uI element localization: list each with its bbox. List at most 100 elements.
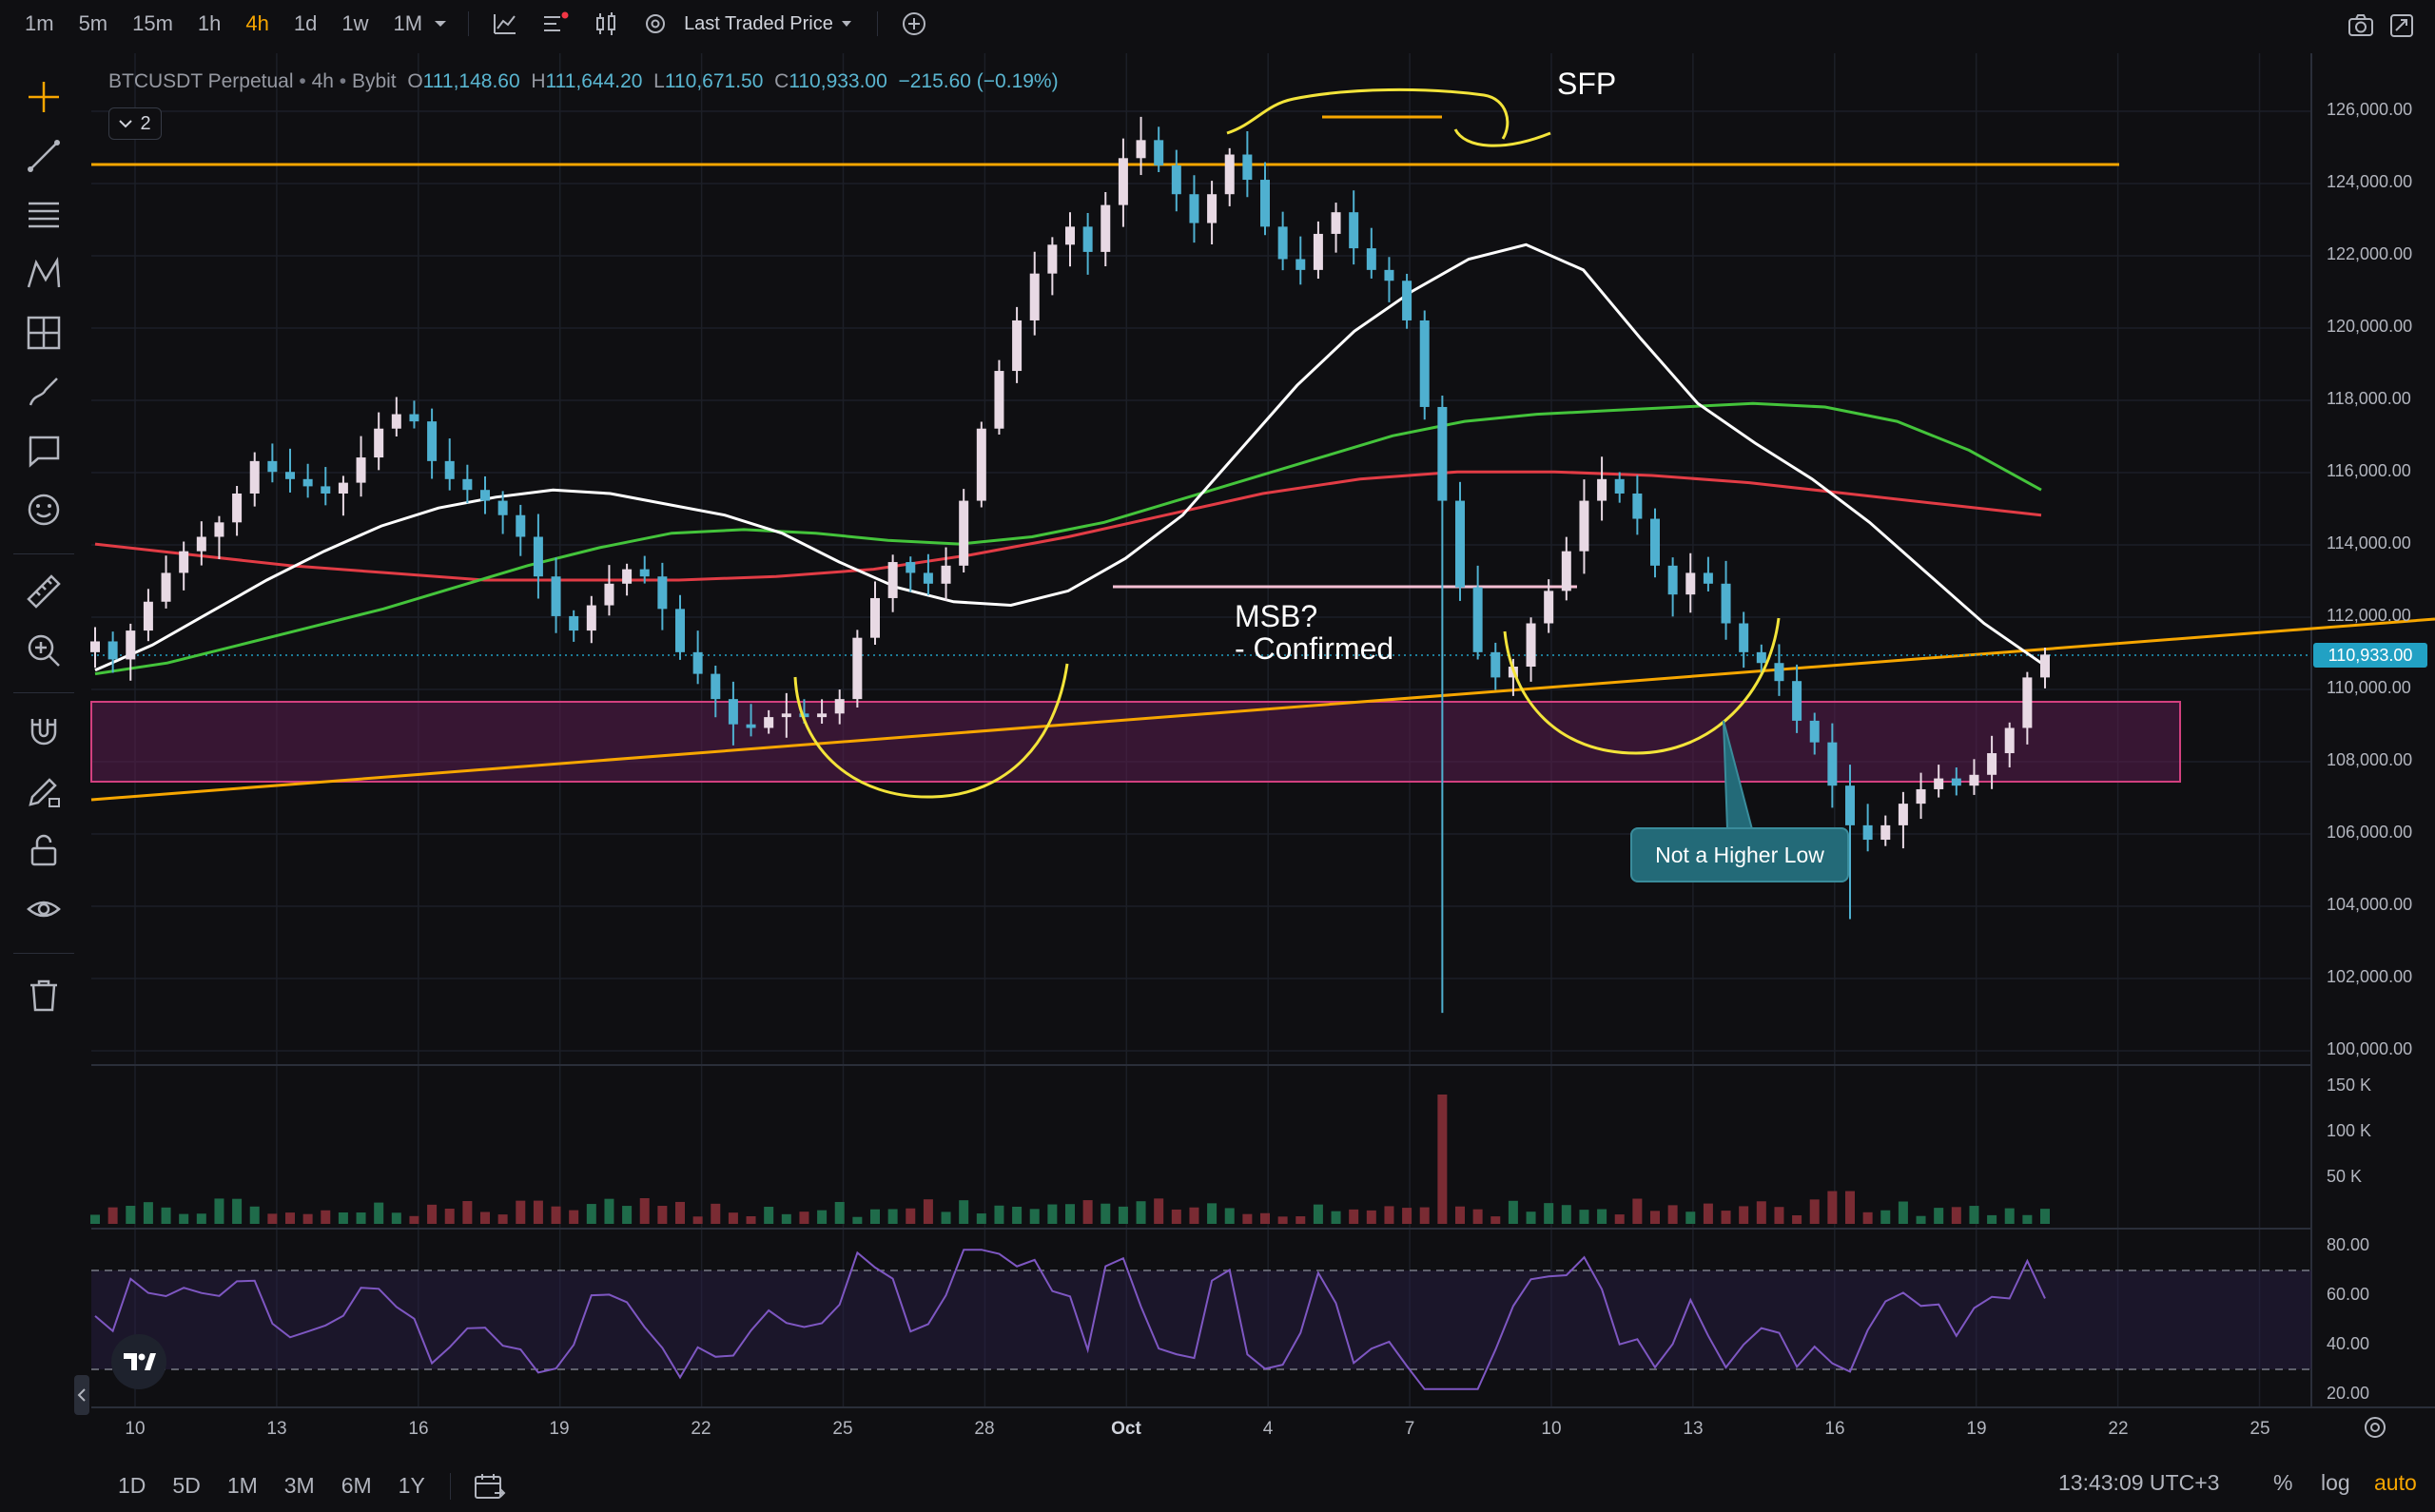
timeframe-5m[interactable]: 5m (78, 11, 108, 35)
ma-white-line[interactable] (94, 242, 2042, 672)
price-source-select[interactable]: Last Traded Price (684, 13, 852, 35)
indicators-toggle[interactable]: 2 (108, 107, 162, 140)
rsi-line[interactable] (94, 1249, 2046, 1390)
draw-lock-pencil-icon[interactable] (23, 770, 65, 812)
candle-body (657, 576, 668, 610)
support-zone-rectangle[interactable] (90, 701, 2181, 783)
sfp-annotation[interactable]: SFP (1557, 67, 1617, 101)
timeframe-1w[interactable]: 1w (341, 11, 369, 35)
ma-green-path (94, 401, 2042, 676)
measure-grid-icon[interactable] (23, 312, 65, 354)
ma-green-line[interactable] (94, 401, 2042, 676)
range-1D[interactable]: 1D (118, 1473, 146, 1498)
time-axis-settings-gear-icon[interactable] (2361, 1413, 2389, 1446)
candle-body (1987, 753, 1997, 775)
chart-type-candles-icon[interactable] (593, 10, 619, 37)
candle-body (356, 457, 366, 483)
time-label: 7 (1404, 1419, 1415, 1439)
volume-bar (1934, 1208, 1944, 1224)
candle-body (976, 428, 986, 501)
time-label: 25 (2250, 1419, 2270, 1439)
candle-body (1721, 583, 1731, 624)
not-higher-low-callout[interactable]: Not a Higher Low (1630, 827, 1849, 882)
tradingview-logo[interactable] (111, 1334, 166, 1389)
emoji-icon[interactable] (23, 489, 65, 531)
date-range-calendar-icon[interactable] (474, 1472, 506, 1501)
candle-body (1118, 158, 1128, 205)
legend-exchange: Bybit (351, 70, 397, 92)
top-toolbar: 1m 5m 15m 1h 4h 1d 1w 1M Last Traded Pri… (0, 0, 2435, 48)
volume-bar (1295, 1216, 1306, 1224)
candle-body (941, 565, 951, 584)
rsi-axis-label: 60.00 (2327, 1285, 2370, 1304)
volume-bar (1402, 1208, 1412, 1224)
ma-white-path (94, 242, 2042, 672)
sfp-drawing-right[interactable] (1453, 128, 1551, 147)
volume-axis-label: 150 K (2327, 1076, 2372, 1095)
symbol-legend[interactable]: BTCUSDT Perpetual • 4h • Bybit O111,148.… (108, 70, 1059, 93)
candle-body (196, 536, 206, 552)
timeframe-dropdown-icon[interactable] (434, 19, 447, 29)
timeframe-15m[interactable]: 15m (132, 11, 173, 35)
log-scale-toggle[interactable]: log (2321, 1470, 2350, 1495)
msb-annotation-line1[interactable]: MSB? (1235, 599, 1318, 633)
volume-bar (1419, 1207, 1430, 1224)
add-plus-icon[interactable] (901, 10, 927, 37)
collapse-panel-handle[interactable] (74, 1375, 89, 1415)
candle-body (834, 699, 845, 714)
price-source-gear-icon[interactable] (642, 10, 669, 37)
candle-body (1490, 651, 1501, 678)
ma-red-line[interactable] (94, 470, 2042, 582)
auto-scale-toggle[interactable]: auto (2374, 1470, 2417, 1495)
legend-open-label: O (407, 70, 423, 92)
legend-high-value: 111,644.20 (545, 70, 643, 92)
volume-bar (1029, 1209, 1040, 1224)
trash-icon[interactable] (23, 974, 65, 1016)
camera-icon[interactable] (2347, 13, 2374, 43)
volume-bar (427, 1204, 438, 1224)
text-comment-icon[interactable] (23, 430, 65, 472)
lock-icon[interactable] (23, 829, 65, 871)
range-6M[interactable]: 6M (341, 1473, 372, 1498)
volume-bar (1632, 1198, 1643, 1224)
candle-body (1614, 478, 1625, 494)
range-1M[interactable]: 1M (226, 1473, 258, 1498)
candle-body (639, 569, 650, 577)
timeframe-1M[interactable]: 1M (393, 11, 423, 35)
timeframe-4h[interactable]: 4h (245, 11, 269, 35)
volume-bar (1916, 1215, 1926, 1224)
timeframe-1d[interactable]: 1d (293, 11, 318, 35)
candle-body (622, 569, 633, 584)
candle-body (2022, 677, 2033, 728)
alerts-icon[interactable] (541, 10, 570, 37)
range-3M[interactable]: 3M (283, 1473, 315, 1498)
msb-annotation-line2[interactable]: - Confirmed (1235, 631, 1394, 666)
timeframe-1m[interactable]: 1m (25, 11, 54, 35)
brush-icon[interactable] (23, 371, 65, 413)
eye-icon[interactable] (23, 888, 65, 930)
fullscreen-icon[interactable] (2389, 13, 2414, 43)
indicators-icon[interactable] (492, 10, 518, 37)
range-5D[interactable]: 5D (172, 1473, 201, 1498)
timeframe-1h[interactable]: 1h (197, 11, 222, 35)
legend-high-label: H (531, 70, 546, 92)
range-1Y[interactable]: 1Y (398, 1473, 425, 1498)
percent-scale-toggle[interactable]: % (2273, 1470, 2293, 1495)
right-bottom-circle-drawing[interactable] (1503, 617, 1781, 755)
zoom-in-icon[interactable] (23, 630, 65, 671)
left-bottom-circle-drawing[interactable] (793, 663, 1069, 799)
ruler-icon[interactable] (23, 571, 65, 612)
volume-bar (1260, 1212, 1270, 1224)
sfp-drawing-top[interactable] (1226, 87, 1510, 140)
trend-line-icon[interactable] (23, 135, 65, 177)
volume-bar (1047, 1204, 1058, 1224)
chevron-down-icon (119, 120, 133, 128)
rsi-path (94, 1249, 2046, 1390)
crosshair-icon[interactable] (23, 76, 65, 118)
volume-bar (1012, 1206, 1023, 1224)
magnet-icon[interactable] (23, 711, 65, 753)
pattern-icon[interactable] (23, 253, 65, 295)
fib-lines-icon[interactable] (23, 194, 65, 236)
utc-clock[interactable]: 13:43:09 UTC+3 (2058, 1470, 2220, 1495)
